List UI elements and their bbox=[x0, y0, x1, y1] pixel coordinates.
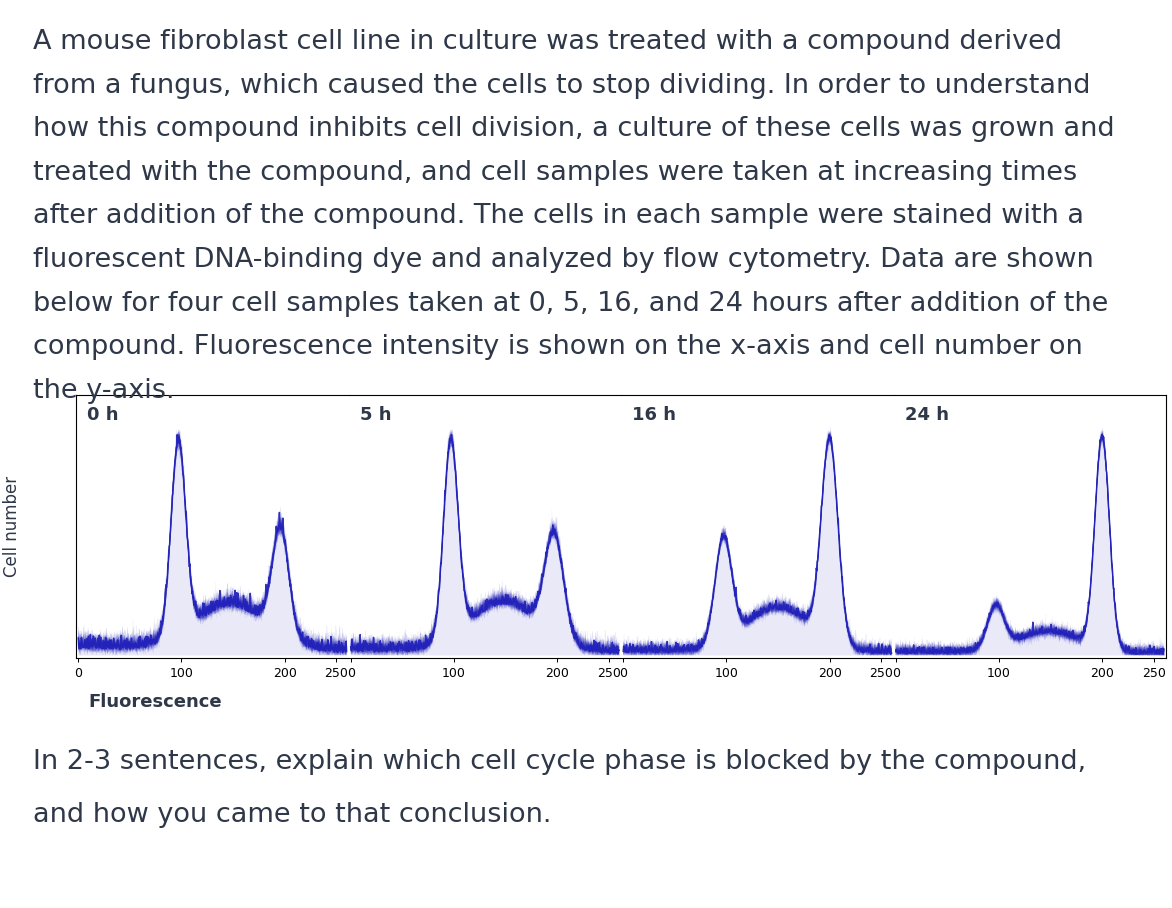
Text: Fluorescence: Fluorescence bbox=[88, 693, 222, 711]
Text: A mouse fibroblast cell line in culture was treated with a compound derived: A mouse fibroblast cell line in culture … bbox=[33, 29, 1062, 55]
Text: Cell number: Cell number bbox=[2, 476, 21, 577]
Text: treated with the compound, and cell samples were taken at increasing times: treated with the compound, and cell samp… bbox=[33, 160, 1077, 186]
Text: In 2-3 sentences, explain which cell cycle phase is blocked by the compound,: In 2-3 sentences, explain which cell cyc… bbox=[33, 749, 1086, 775]
Text: how this compound inhibits cell division, a culture of these cells was grown and: how this compound inhibits cell division… bbox=[33, 116, 1115, 143]
Text: compound. Fluorescence intensity is shown on the x-axis and cell number on: compound. Fluorescence intensity is show… bbox=[33, 334, 1083, 360]
Text: 5 h: 5 h bbox=[360, 406, 391, 423]
Text: fluorescent DNA-binding dye and analyzed by flow cytometry. Data are shown: fluorescent DNA-binding dye and analyzed… bbox=[33, 247, 1093, 273]
Text: and how you came to that conclusion.: and how you came to that conclusion. bbox=[33, 802, 551, 828]
Text: 24 h: 24 h bbox=[905, 406, 948, 423]
Text: 0 h: 0 h bbox=[87, 406, 118, 423]
Text: 16 h: 16 h bbox=[632, 406, 676, 423]
Text: the y-axis.: the y-axis. bbox=[33, 378, 175, 404]
Text: from a fungus, which caused the cells to stop dividing. In order to understand: from a fungus, which caused the cells to… bbox=[33, 73, 1090, 99]
Text: below for four cell samples taken at 0, 5, 16, and 24 hours after addition of th: below for four cell samples taken at 0, … bbox=[33, 291, 1109, 317]
Text: after addition of the compound. The cells in each sample were stained with a: after addition of the compound. The cell… bbox=[33, 203, 1084, 230]
